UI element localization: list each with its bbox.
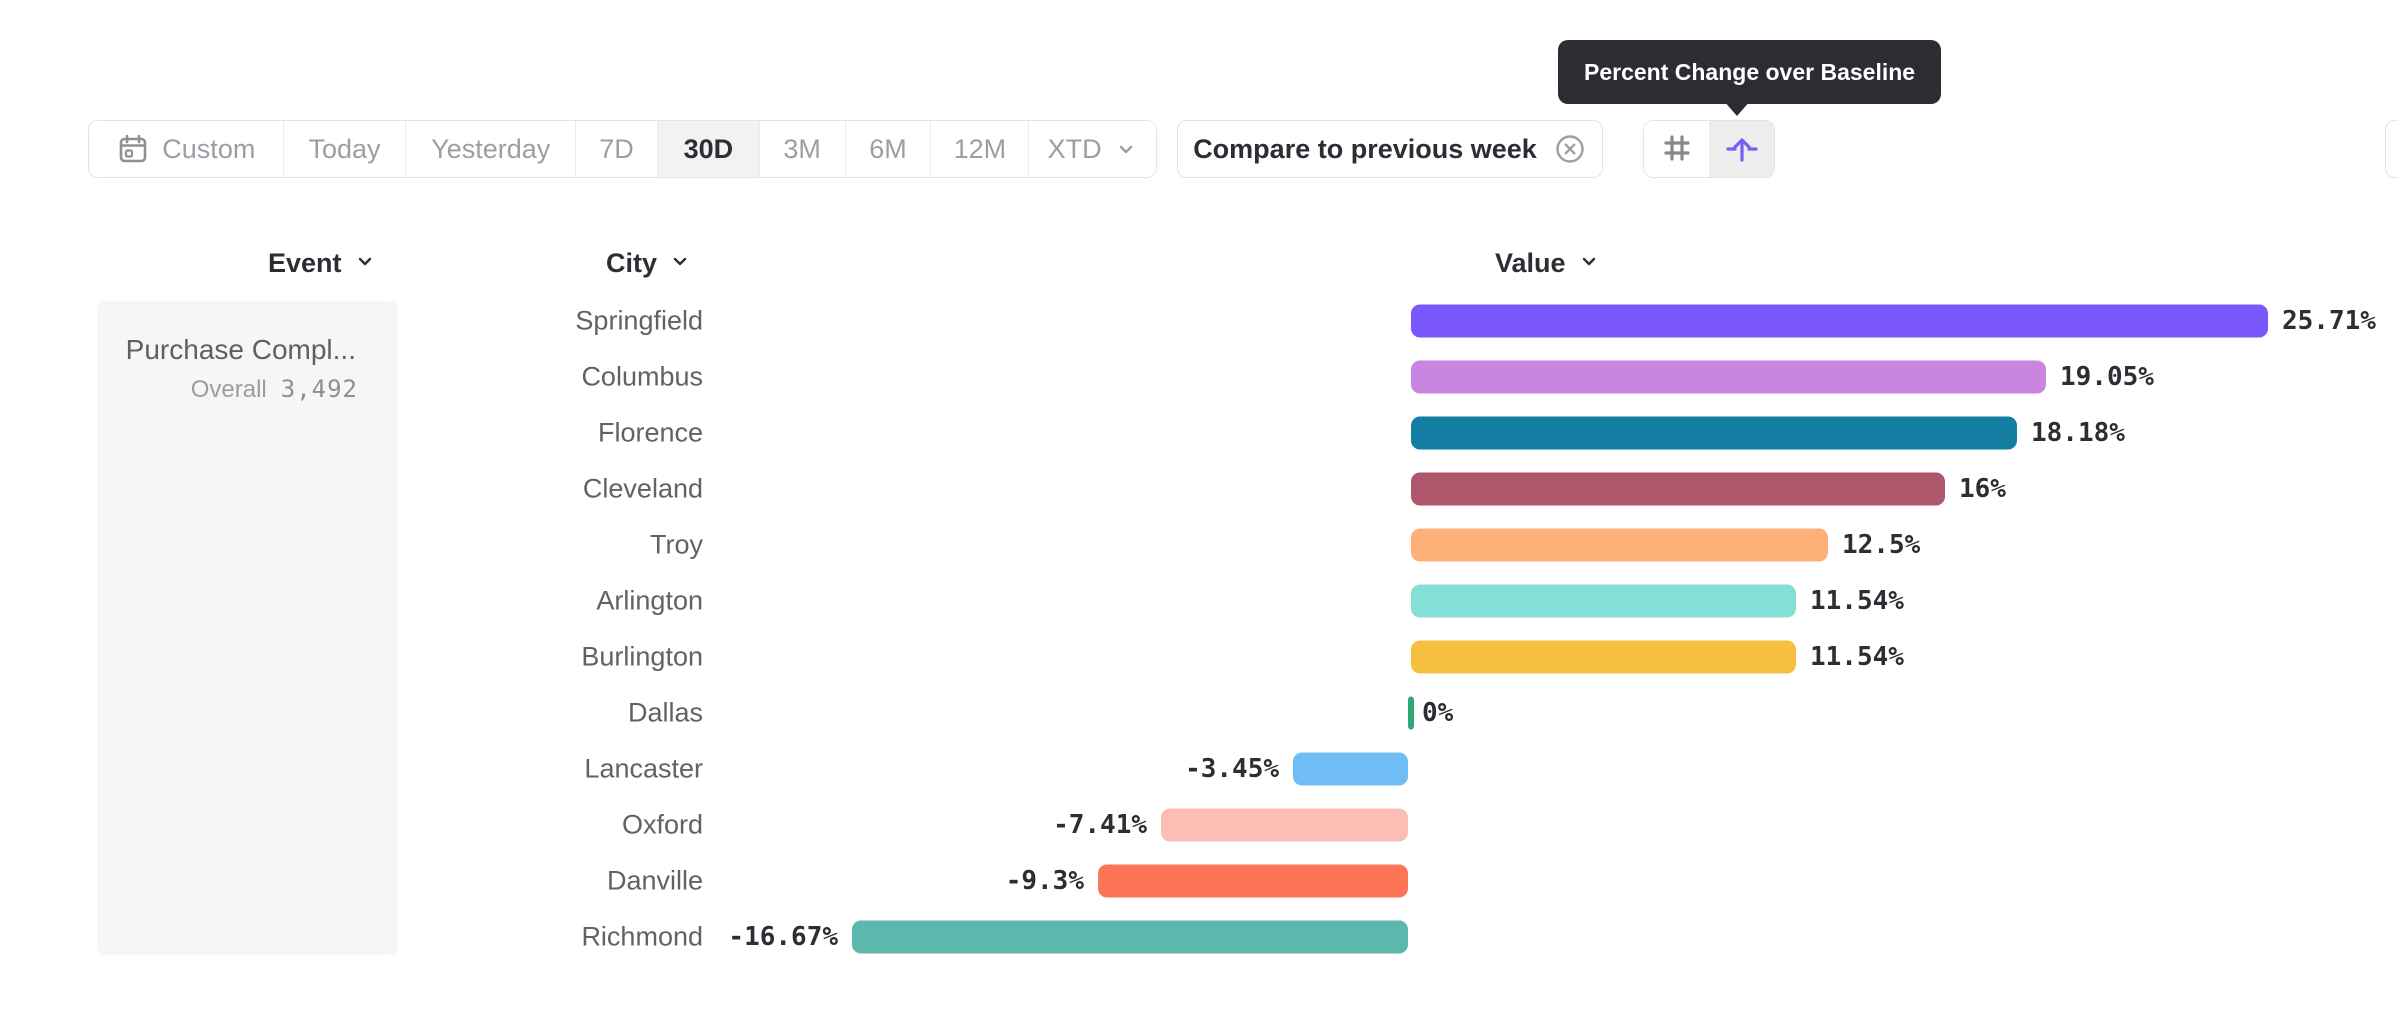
- chart-row: Arlington 11.54%: [0, 573, 2398, 629]
- date-range-button[interactable]: 30D: [657, 121, 760, 177]
- value-header-label: Value: [1495, 247, 1566, 278]
- city-label: Cleveland: [582, 473, 703, 504]
- city-label: Arlington: [596, 585, 703, 616]
- chevron-down-icon: [669, 248, 691, 279]
- chart-row: Dallas 0%: [0, 685, 2398, 741]
- event-overall-row: Overall 3,492: [191, 375, 358, 404]
- value-bar[interactable]: [1411, 584, 1796, 618]
- partial-button-right-edge[interactable]: [2385, 120, 2398, 178]
- date-range-label: Yesterday: [431, 133, 551, 164]
- city-label: Florence: [597, 417, 703, 448]
- chart-row: Richmond -16.67%: [0, 909, 2398, 965]
- grid-view-button[interactable]: [1644, 121, 1709, 177]
- value-label: 18.18%: [2031, 418, 2125, 448]
- chart-row: Florence 18.18%: [0, 405, 2398, 461]
- value-label: 19.05%: [2060, 362, 2154, 392]
- bar-chart: Springfield 25.71% Columbus 19.05% Flore…: [0, 293, 2398, 965]
- date-range-label: XTD: [1047, 133, 1102, 164]
- value-bar[interactable]: [1411, 472, 1945, 506]
- compare-pill[interactable]: Compare to previous week: [1177, 120, 1603, 178]
- value-bar[interactable]: [1098, 864, 1408, 898]
- date-range-label: Today: [308, 133, 381, 164]
- value-label: 12.5%: [1842, 530, 1921, 560]
- overall-value: 3,492: [280, 375, 358, 403]
- value-bar[interactable]: [1411, 528, 1828, 562]
- value-bar[interactable]: [1411, 416, 2017, 450]
- value-bar[interactable]: [1411, 360, 2046, 394]
- city-header-label: City: [606, 247, 658, 278]
- date-range-label: 7D: [599, 133, 634, 164]
- date-range-button[interactable]: XTD: [1029, 121, 1156, 177]
- value-bar[interactable]: [1411, 304, 2268, 338]
- value-label: -9.3%: [1005, 866, 1084, 896]
- date-range-label: Custom: [162, 133, 256, 164]
- event-name: Purchase Compl...: [125, 334, 356, 365]
- chart-row: Springfield 25.71%: [0, 293, 2398, 349]
- baseline-arrow-icon: [1725, 131, 1759, 168]
- value-bar[interactable]: [1293, 752, 1408, 786]
- date-range-label: 30D: [683, 133, 734, 164]
- date-range-selector: Custom Today: [88, 120, 1157, 178]
- date-range-button[interactable]: 3M: [759, 121, 846, 177]
- date-range-label: 12M: [953, 133, 1007, 164]
- city-label: Lancaster: [584, 753, 703, 784]
- chevron-down-icon: [1578, 248, 1600, 279]
- column-header-event[interactable]: Event: [268, 247, 376, 279]
- chart-row: Troy 12.5%: [0, 517, 2398, 573]
- date-range-button[interactable]: Today: [283, 121, 407, 177]
- date-range-button[interactable]: 7D: [576, 121, 658, 177]
- view-toggle-group: [1643, 120, 1775, 178]
- value-label: 11.54%: [1810, 642, 1904, 672]
- event-panel[interactable]: Purchase Compl... Overall 3,492: [97, 301, 398, 955]
- chart-row: Burlington 11.54%: [0, 629, 2398, 685]
- chart-row: Danville -9.3%: [0, 853, 2398, 909]
- value-label: -16.67%: [728, 922, 838, 952]
- compare-label: Compare to previous week: [1193, 133, 1537, 164]
- date-range-button[interactable]: Custom: [89, 121, 284, 177]
- x-circle-icon[interactable]: [1553, 132, 1587, 166]
- value-label: 11.54%: [1810, 586, 1904, 616]
- value-label: 0%: [1422, 698, 1454, 728]
- date-range-button[interactable]: 6M: [845, 121, 932, 177]
- city-label: Burlington: [581, 641, 703, 672]
- column-header-city[interactable]: City: [606, 247, 691, 279]
- date-range-label: 6M: [869, 133, 907, 164]
- event-header-label: Event: [268, 247, 342, 278]
- chart-row: Oxford -7.41%: [0, 797, 2398, 853]
- chevron-down-icon: [354, 248, 376, 279]
- chart-row: Columbus 19.05%: [0, 349, 2398, 405]
- city-label: Dallas: [627, 697, 703, 728]
- value-label: -3.45%: [1185, 754, 1279, 784]
- value-label: 16%: [1959, 474, 2006, 504]
- value-bar[interactable]: [1411, 640, 1796, 674]
- grid-hash-icon: [1660, 131, 1694, 168]
- city-label: Columbus: [581, 361, 703, 392]
- tooltip-arrow: [1723, 100, 1751, 116]
- value-label: -7.41%: [1053, 810, 1147, 840]
- chevron-down-icon: [1114, 137, 1138, 161]
- toolbar: Custom Today: [0, 120, 2398, 178]
- city-label: Oxford: [621, 809, 703, 840]
- tooltip-percent-change: Percent Change over Baseline: [1558, 40, 1942, 104]
- overall-label: Overall: [190, 376, 267, 403]
- calendar-icon: [116, 132, 150, 166]
- column-header-value[interactable]: Value: [1495, 247, 1600, 279]
- value-bar[interactable]: [852, 920, 1408, 954]
- chart-row: Cleveland 16%: [0, 461, 2398, 517]
- city-label: Troy: [650, 529, 703, 560]
- date-range-label: 3M: [783, 133, 821, 164]
- date-range-button[interactable]: Yesterday: [406, 121, 577, 177]
- value-bar[interactable]: [1161, 808, 1408, 842]
- city-label: Danville: [606, 865, 703, 896]
- city-label: Springfield: [575, 305, 703, 336]
- baseline-view-button[interactable]: [1709, 121, 1774, 177]
- value-label: 25.71%: [2282, 306, 2376, 336]
- date-range-button[interactable]: 12M: [931, 121, 1030, 177]
- city-label: Richmond: [581, 921, 703, 952]
- chart-row: Lancaster -3.45%: [0, 741, 2398, 797]
- value-bar[interactable]: [1408, 696, 1414, 730]
